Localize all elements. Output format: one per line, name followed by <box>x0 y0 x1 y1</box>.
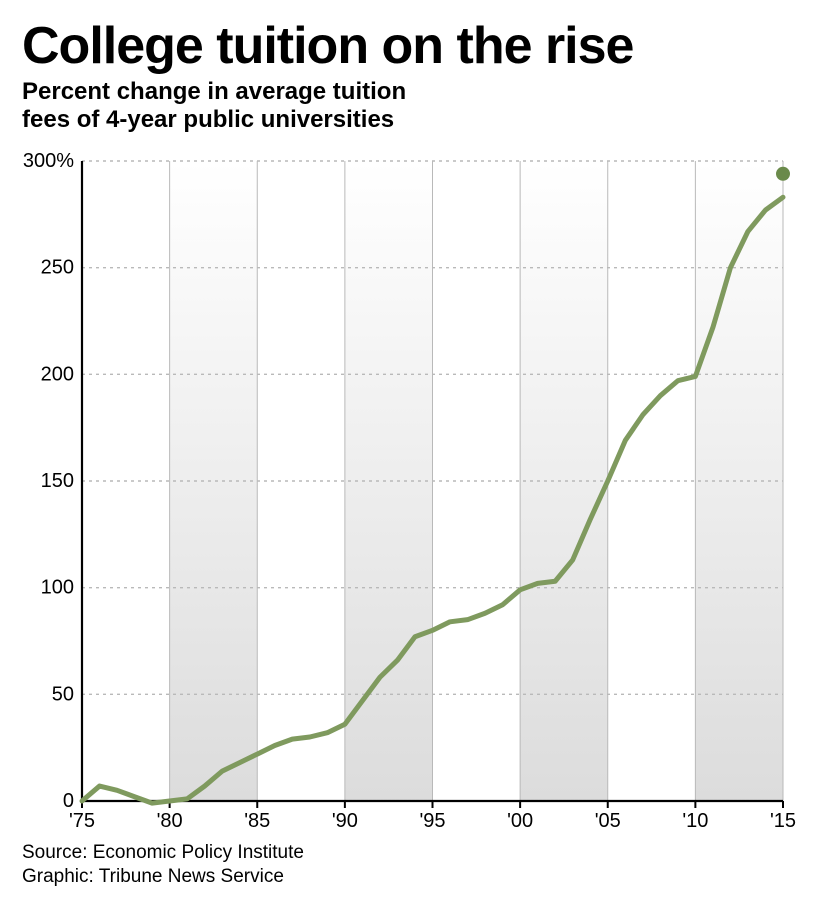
y-tick-label: 100 <box>41 577 74 599</box>
graphic-line: Graphic: Tribune News Service <box>22 865 809 889</box>
chart-area: 0 50 100 150 200 250 300% '75 '80 '85 '90 '95 '00 '05… <box>22 143 809 837</box>
y-tick-label: 0 <box>63 790 74 812</box>
x-tick-label: '95 <box>419 810 445 832</box>
x-tick-label: '00 <box>507 810 533 832</box>
end-marker <box>776 167 790 181</box>
y-tick-label: 200 <box>41 364 74 386</box>
subtitle-line-2: fees of 4-year public universities <box>22 106 394 133</box>
y-tick-label: 150 <box>41 470 74 492</box>
source-line: Source: Economic Policy Institute <box>22 841 809 865</box>
x-tick-label: '15 <box>770 810 796 832</box>
chart-footer: Source: Economic Policy Institute Graphi… <box>22 841 809 889</box>
y-tick-label: 300% <box>23 150 74 172</box>
y-tick-label: 50 <box>52 684 74 706</box>
x-tick-label: '10 <box>682 810 708 832</box>
chart-title: College tuition on the rise <box>22 20 809 72</box>
chart-subtitle: Percent change in average tuition fees o… <box>22 78 809 133</box>
subtitle-line-1: Percent change in average tuition <box>22 78 406 105</box>
y-tick-label: 250 <box>41 257 74 279</box>
x-tick-label: '85 <box>244 810 270 832</box>
line-chart: 0 50 100 150 200 250 300% '75 '80 '85 '90 '95 '00 '05… <box>22 143 797 837</box>
x-tick-label: '75 <box>69 810 95 832</box>
x-tick-label: '90 <box>332 810 358 832</box>
x-tick-label: '05 <box>595 810 621 832</box>
x-tick-label: '80 <box>157 810 183 832</box>
